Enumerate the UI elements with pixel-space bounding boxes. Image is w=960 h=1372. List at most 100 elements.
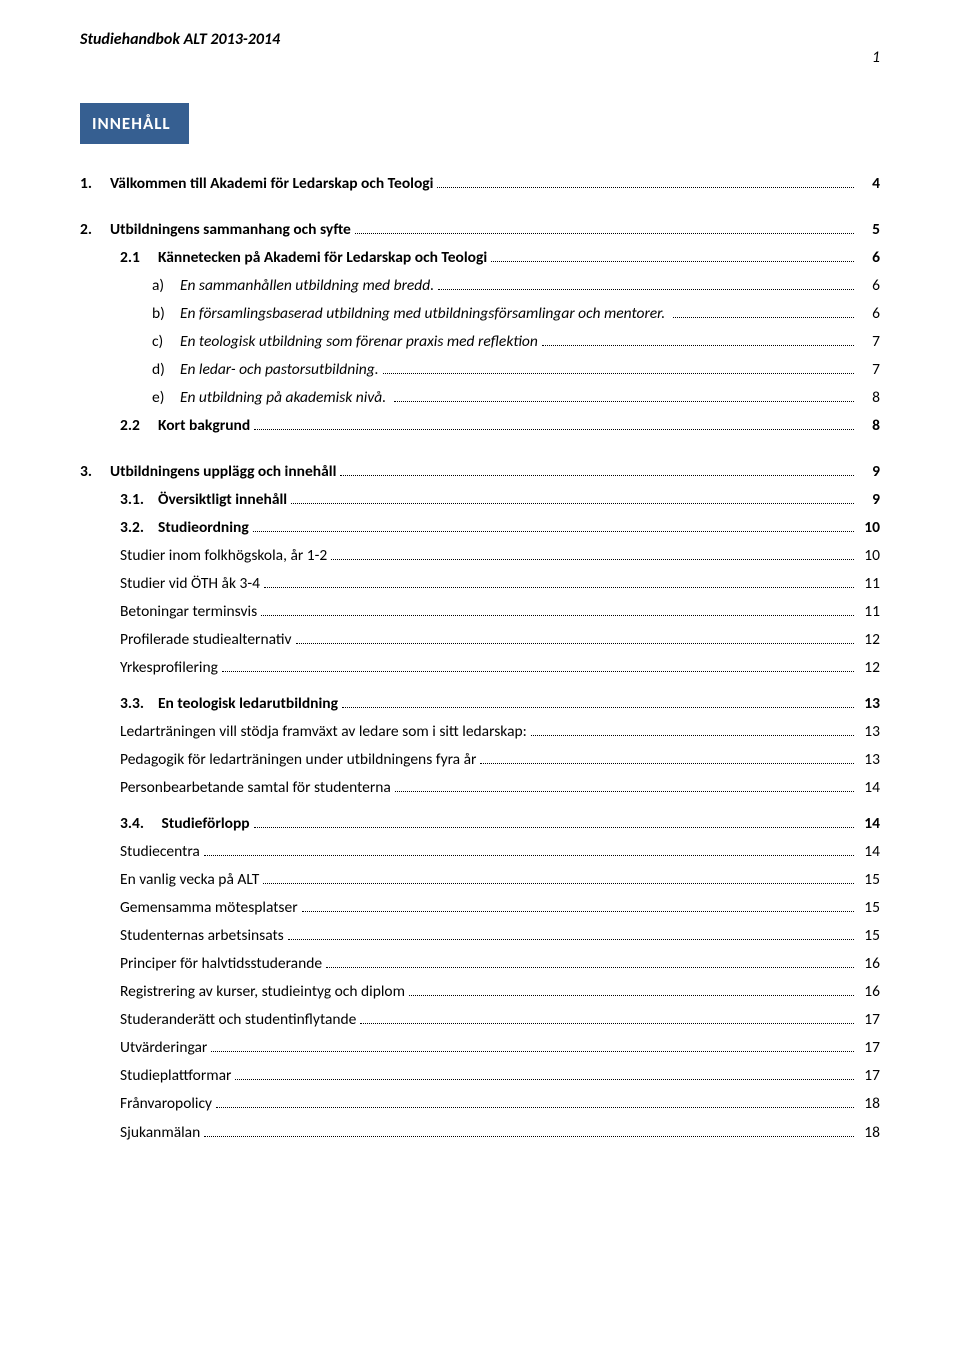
toc-leader-dots: [254, 417, 854, 430]
toc-page: 16: [858, 980, 880, 1004]
toc-leader-dots: [216, 1095, 854, 1108]
toc-leader-dots: [542, 333, 854, 346]
toc-entry: Registrering av kurser, studieintyg och …: [120, 980, 880, 1004]
toc-entry: Pedagogik för ledarträningen under utbil…: [120, 748, 880, 772]
toc-leader-dots: [261, 603, 854, 616]
toc-entry: 2.2Kort bakgrund8: [120, 414, 880, 438]
toc-leader-dots: [383, 361, 854, 374]
page-number: 1: [872, 48, 880, 67]
toc-label: En vanlig vecka på ALT: [120, 868, 259, 892]
toc-page: 16: [858, 952, 880, 976]
toc-page: 6: [858, 274, 880, 298]
toc-leader-dots: [254, 815, 854, 828]
toc-entry: Profilerade studiealternativ 12: [120, 628, 880, 652]
toc-label: Registrering av kurser, studieintyg och …: [120, 980, 405, 1004]
toc-leader-dots: [253, 519, 854, 532]
toc-leader-dots: [222, 659, 854, 672]
toc-page: 8: [858, 386, 880, 410]
toc-entry: Ledarträningen vill stödja framväxt av l…: [120, 720, 880, 744]
toc-page: 10: [858, 544, 880, 568]
toc-number: d): [152, 358, 180, 382]
toc-entry: 3.4. Studieförlopp14: [120, 812, 880, 836]
toc-leader-dots: [340, 463, 854, 476]
toc-entry: 3.2.Studieordning 10: [120, 516, 880, 540]
toc-label: Ledarträningen vill stödja framväxt av l…: [120, 720, 527, 744]
toc-page: 4: [858, 172, 880, 196]
toc-leader-dots: [288, 927, 854, 940]
toc-label: Yrkesprofilering: [120, 656, 218, 680]
toc-number: 1.: [80, 172, 110, 196]
toc-page: 14: [858, 840, 880, 864]
toc-entry: Utvärderingar 17: [120, 1036, 880, 1060]
toc-label: Välkommen till Akademi för Ledarskap och…: [110, 172, 433, 196]
toc-label: Översiktligt innehåll: [158, 488, 287, 512]
toc-leader-dots: [326, 955, 854, 968]
toc-label: En teologisk ledarutbildning: [158, 692, 338, 716]
toc-leader-dots: [235, 1067, 854, 1080]
toc-entry: a)En sammanhållen utbildning med bredd.6: [152, 274, 880, 298]
toc-entry: 1.Välkommen till Akademi för Ledarskap o…: [80, 172, 880, 196]
toc-entry: 2.1Kännetecken på Akademi för Ledarskap …: [120, 246, 880, 270]
toc-leader-dots: [263, 871, 854, 884]
toc-label: Profilerade studiealternativ: [120, 628, 292, 652]
toc-label: En ledar- och pastorsutbildning.: [180, 358, 379, 382]
toc-page: 9: [858, 460, 880, 484]
toc-page: 12: [858, 628, 880, 652]
toc-entry: b)En församlingsbaserad utbildning med u…: [152, 302, 880, 326]
toc-number: 2.1: [120, 246, 158, 270]
toc-leader-dots: [437, 175, 854, 188]
toc-page: 5: [858, 218, 880, 242]
toc-leader-dots: [360, 1011, 854, 1024]
toc-leader-dots: [264, 575, 854, 588]
toc-entry: d)En ledar- och pastorsutbildning. 7: [152, 358, 880, 382]
toc-label: Kort bakgrund: [158, 414, 250, 438]
toc-label: Utvärderingar: [120, 1036, 207, 1060]
toc-label: Frånvaropolicy: [120, 1092, 212, 1116]
toc-label: En utbildning på akademisk nivå.: [180, 386, 390, 410]
toc-leader-dots: [204, 1123, 854, 1136]
toc-leader-dots: [204, 843, 854, 856]
toc-label: Pedagogik för ledarträningen under utbil…: [120, 748, 476, 772]
toc-leader-dots: [409, 983, 854, 996]
toc-leader-dots: [673, 305, 854, 318]
toc-number: 3.2.: [120, 516, 158, 540]
toc-label: En församlingsbaserad utbildning med utb…: [180, 302, 669, 326]
toc-label: Betoningar terminsvis: [120, 600, 257, 624]
toc-label: Studieordning: [158, 516, 249, 540]
toc-label: Studiecentra: [120, 840, 200, 864]
toc-number: 3.1.: [120, 488, 158, 512]
toc-page: 17: [858, 1064, 880, 1088]
toc-entry: 3.1.Översiktligt innehåll 9: [120, 488, 880, 512]
toc-entry: Yrkesprofilering 12: [120, 656, 880, 680]
toc-label: Studieplattformar: [120, 1064, 231, 1088]
toc-number: c): [152, 330, 180, 354]
toc-label: Utbildningens sammanhang och syfte: [110, 218, 351, 242]
toc-entry: Sjukanmälan18: [120, 1121, 880, 1145]
toc-page: 15: [858, 924, 880, 948]
page-title: INNEHÅLL: [80, 103, 189, 144]
toc-entry: Studiecentra 14: [120, 840, 880, 864]
toc-page: 15: [858, 868, 880, 892]
toc-label: Gemensamma mötesplatser: [120, 896, 298, 920]
toc-page: 11: [858, 572, 880, 596]
toc-leader-dots: [395, 779, 854, 792]
toc-page: 17: [858, 1036, 880, 1060]
toc-entry: Studier vid ÖTH åk 3-411: [120, 572, 880, 596]
toc-page: 9: [858, 488, 880, 512]
toc-page: 6: [858, 246, 880, 270]
toc-page: 8: [858, 414, 880, 438]
toc-entry: Frånvaropolicy 18: [120, 1092, 880, 1116]
toc-label: Personbearbetande samtal för studenterna: [120, 776, 391, 800]
toc-page: 7: [858, 330, 880, 354]
toc-page: 18: [858, 1092, 880, 1116]
toc-label: Studieförlopp: [158, 812, 250, 836]
toc-entry: e)En utbildning på akademisk nivå. 8: [152, 386, 880, 410]
page: Studiehandbok ALT 2013-2014 1 INNEHÅLL 1…: [0, 0, 960, 1372]
toc-page: 7: [858, 358, 880, 382]
toc-leader-dots: [291, 491, 854, 504]
toc-entry: Personbearbetande samtal för studenterna…: [120, 776, 880, 800]
toc-entry: En vanlig vecka på ALT 15: [120, 868, 880, 892]
toc-page: 12: [858, 656, 880, 680]
toc-label: Utbildningens upplägg och innehåll: [110, 460, 336, 484]
toc-page: 10: [858, 516, 880, 540]
